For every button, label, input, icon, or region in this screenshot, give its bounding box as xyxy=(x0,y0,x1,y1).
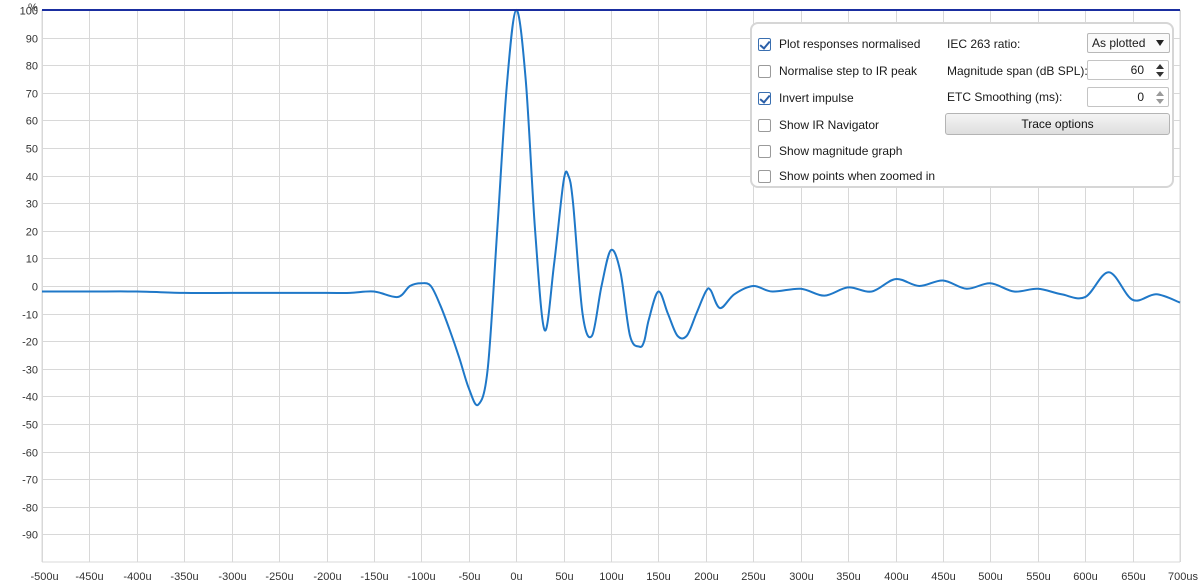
x-tick-label: -100u xyxy=(407,571,435,583)
y-tick-label: -60 xyxy=(22,448,38,460)
x-tick-label: -300u xyxy=(218,571,246,583)
y-tick-label: -70 xyxy=(22,475,38,487)
x-tick-label: 250u xyxy=(741,571,765,583)
magnitude-span-value: 60 xyxy=(1130,63,1144,77)
x-tick-label: -400u xyxy=(123,571,151,583)
spin-down-icon[interactable] xyxy=(1156,99,1164,104)
y-tick-label: -90 xyxy=(22,530,38,542)
show-ir-navigator-row[interactable]: Show IR Navigator xyxy=(758,116,879,134)
x-tick-label: -200u xyxy=(313,571,341,583)
y-tick-label: 50 xyxy=(26,144,38,156)
x-tick-label: -150u xyxy=(360,571,388,583)
spin-up-icon[interactable] xyxy=(1156,91,1164,96)
show-points-label: Show points when zoomed in xyxy=(779,169,936,183)
y-tick-label: 20 xyxy=(26,227,38,239)
etc-smoothing-value: 0 xyxy=(1137,90,1144,104)
x-tick-label: -500u xyxy=(31,571,59,583)
spin-up-icon[interactable] xyxy=(1156,64,1164,69)
x-tick-label: 550u xyxy=(1026,571,1050,583)
magnitude-span-label: Magnitude span (dB SPL): xyxy=(947,64,1088,78)
x-tick-label: -250u xyxy=(265,571,293,583)
y-tick-label: -30 xyxy=(22,365,38,377)
y-axis-unit-label: % xyxy=(28,2,38,14)
x-tick-label: -450u xyxy=(75,571,103,583)
x-tick-label: 300u xyxy=(789,571,813,583)
invert-impulse-row[interactable]: Invert impulse xyxy=(758,89,854,107)
iec-ratio-label: IEC 263 ratio: xyxy=(947,37,1021,51)
grid xyxy=(41,10,1181,563)
y-tick-label: -40 xyxy=(22,392,38,404)
spin-down-icon[interactable] xyxy=(1156,72,1164,77)
y-tick-label: 80 xyxy=(26,61,38,73)
x-tick-label: 50u xyxy=(555,571,573,583)
show-points-row[interactable]: Show points when zoomed in xyxy=(758,167,935,185)
y-tick-label: -50 xyxy=(22,420,38,432)
y-tick-label: -80 xyxy=(22,503,38,515)
invert-impulse-label: Invert impulse xyxy=(779,91,854,105)
show-ir-navigator-label: Show IR Navigator xyxy=(779,118,880,132)
x-tick-label: 350u xyxy=(836,571,860,583)
chevron-down-icon xyxy=(1156,40,1164,46)
x-tick-label: 400u xyxy=(884,571,908,583)
y-tick-label: 40 xyxy=(26,172,38,184)
y-tick-label: 30 xyxy=(26,199,38,211)
y-tick-label: 70 xyxy=(26,89,38,101)
x-tick-label: 0u xyxy=(510,571,522,583)
impulse-response-line xyxy=(42,8,1181,407)
plot-normalised-checkbox[interactable] xyxy=(758,37,771,51)
normalise-step-row[interactable]: Normalise step to IR peak xyxy=(758,62,917,80)
show-magnitude-checkbox[interactable] xyxy=(758,144,771,158)
show-ir-navigator-checkbox[interactable] xyxy=(758,118,771,132)
x-tick-label: 650u xyxy=(1121,571,1145,583)
show-magnitude-row[interactable]: Show magnitude graph xyxy=(758,142,902,160)
y-tick-label: 0 xyxy=(32,282,38,294)
y-tick-label: -20 xyxy=(22,337,38,349)
y-tick-label: 90 xyxy=(26,34,38,46)
normalise-step-label: Normalise step to IR peak xyxy=(779,64,918,78)
x-tick-label: 150u xyxy=(646,571,670,583)
plot-normalised-row[interactable]: Plot responses normalised xyxy=(758,35,920,53)
invert-impulse-checkbox[interactable] xyxy=(758,91,771,105)
y-tick-label: 100 xyxy=(20,6,38,18)
x-tick-label: 200u xyxy=(694,571,718,583)
normalise-step-checkbox[interactable] xyxy=(758,64,771,78)
x-tick-label: 500u xyxy=(978,571,1002,583)
x-tick-label: 700us xyxy=(1168,571,1198,583)
x-tick-label: -350u xyxy=(170,571,198,583)
y-tick-label: 10 xyxy=(26,254,38,266)
x-tick-label: 100u xyxy=(599,571,623,583)
show-points-checkbox[interactable] xyxy=(758,169,771,183)
y-axis-ticks: 1009080706050403020100-10-20-30-40-50-60… xyxy=(20,6,38,542)
plot-normalised-label: Plot responses normalised xyxy=(779,37,921,51)
iec-ratio-value: As plotted xyxy=(1092,36,1146,50)
trace-options-button[interactable]: Trace options xyxy=(945,113,1170,135)
show-magnitude-label: Show magnitude graph xyxy=(779,144,903,158)
x-tick-label: 600u xyxy=(1073,571,1097,583)
iec-ratio-select[interactable]: As plotted xyxy=(1087,33,1170,53)
x-tick-label: -50u xyxy=(458,571,480,583)
etc-smoothing-spinner[interactable]: 0 xyxy=(1087,87,1169,107)
graph-controls-panel: Plot responses normalised Normalise step… xyxy=(750,22,1174,188)
y-tick-label: 60 xyxy=(26,116,38,128)
x-axis-ticks: -500u -450u -400u -350u -300u -250u -200u -150u… xyxy=(31,571,1199,583)
magnitude-span-spinner[interactable]: 60 xyxy=(1087,60,1169,80)
x-tick-label: 450u xyxy=(931,571,955,583)
etc-smoothing-label: ETC Smoothing (ms): xyxy=(947,90,1063,104)
series-layer xyxy=(42,8,1181,407)
y-tick-label: -10 xyxy=(22,310,38,322)
